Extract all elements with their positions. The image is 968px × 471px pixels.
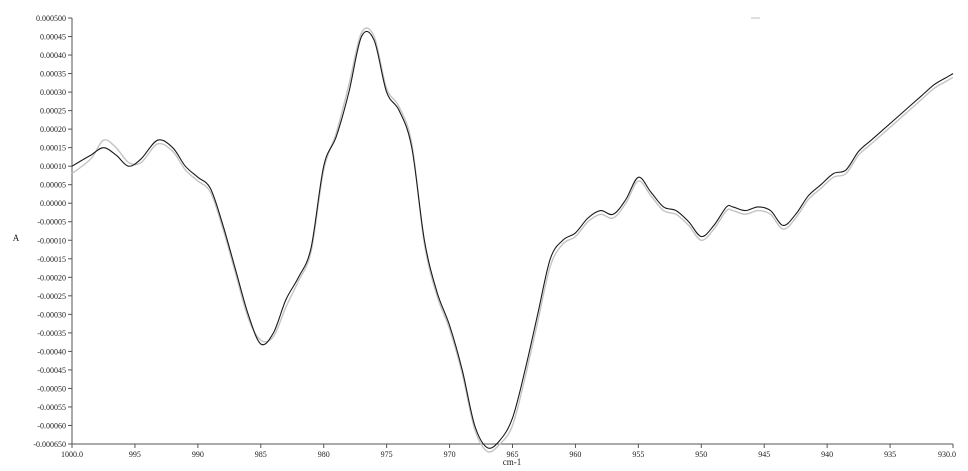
x-tick-label: 935 xyxy=(884,450,896,459)
y-tick-label: -0.00020 xyxy=(37,273,66,282)
series-group xyxy=(71,27,954,453)
y-tick-label: -0.00015 xyxy=(37,255,66,264)
y-tick-label: -0.00005 xyxy=(37,218,66,227)
y-tick-label: -0.00030 xyxy=(37,310,66,319)
x-tick-label: 980 xyxy=(318,450,330,459)
y-tick-label: 0.00035 xyxy=(40,70,66,79)
y-axis-ticks: 0.000500 0.00045 0.00040 0.00035 0.00030 0.00… xyxy=(33,14,72,449)
x-tick-label: 960 xyxy=(569,450,581,459)
y-tick-label: -0.00025 xyxy=(37,292,66,301)
y-tick-label: 0.00000 xyxy=(40,199,66,208)
y-tick-label: -0.00010 xyxy=(37,236,66,245)
x-tick-label: 955 xyxy=(632,450,644,459)
y-tick-label: 0.00020 xyxy=(40,125,66,134)
series-line xyxy=(71,27,954,453)
x-tick-label: 965 xyxy=(507,450,519,459)
y-tick-label: 0.00040 xyxy=(40,51,66,60)
x-tick-label: 975 xyxy=(381,450,393,459)
y-tick-label: 0.00010 xyxy=(40,162,66,171)
y-tick-label: 0.00005 xyxy=(40,181,66,190)
x-tick-label: 995 xyxy=(129,450,141,459)
x-tick-label: 985 xyxy=(255,450,267,459)
y-tick-label: -0.00045 xyxy=(37,366,66,375)
series-line xyxy=(71,30,954,449)
y-tick-label: 0.00025 xyxy=(40,107,66,116)
y-axis-label: A xyxy=(13,233,20,243)
x-tick-label: 1000.0 xyxy=(61,450,83,459)
x-tick-label: 940 xyxy=(821,450,833,459)
x-tick-label: 990 xyxy=(192,450,204,459)
y-tick-label: -0.00035 xyxy=(37,329,66,338)
y-tick-label: -0.000650 xyxy=(33,440,66,449)
y-tick-label: -0.00055 xyxy=(37,403,66,412)
y-tick-label: -0.00060 xyxy=(37,421,66,430)
y-tick-label: 0.00015 xyxy=(40,144,66,153)
y-tick-label: 0.00030 xyxy=(40,88,66,97)
y-tick-label: -0.00040 xyxy=(37,347,66,356)
y-tick-label: 0.000500 xyxy=(36,14,66,23)
x-tick-label: 950 xyxy=(695,450,707,459)
x-axis-ticks: 1000.0 995 990 985 980 975 970 965 960 955 950 945 9… xyxy=(61,444,956,459)
x-axis-label: cm-1 xyxy=(503,457,522,467)
y-tick-label: -0.00050 xyxy=(37,384,66,393)
x-tick-label: 945 xyxy=(758,450,770,459)
x-tick-label: 930.0 xyxy=(938,450,956,459)
y-tick-label: 0.00045 xyxy=(40,33,66,42)
x-tick-label: 970 xyxy=(444,450,456,459)
